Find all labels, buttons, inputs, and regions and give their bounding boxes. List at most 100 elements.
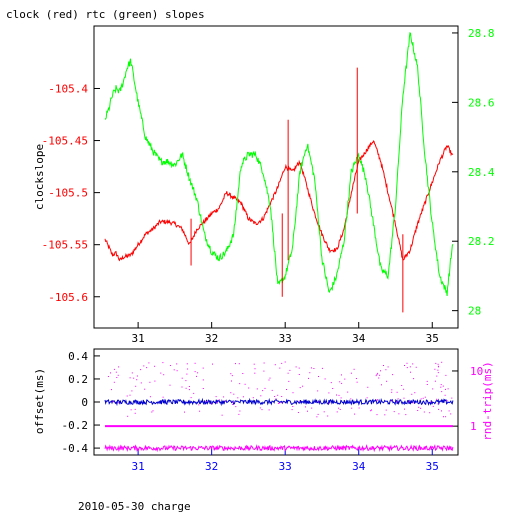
scatter-point	[196, 375, 197, 377]
scatter-point	[231, 380, 232, 382]
scatter-point	[437, 403, 439, 405]
scatter-point	[238, 413, 240, 415]
scatter-point	[426, 384, 428, 385]
scatter-point	[185, 380, 187, 382]
scatter-point	[230, 373, 232, 375]
points-rnd-trip-scattered	[107, 361, 453, 418]
scatter-point	[434, 380, 436, 382]
scatter-point	[232, 404, 234, 405]
scatter-point	[436, 375, 438, 377]
scatter-point	[112, 401, 114, 403]
scatter-point	[354, 413, 356, 415]
scatter-point	[404, 365, 405, 366]
scatter-point	[232, 401, 234, 403]
scatter-point	[414, 392, 416, 394]
scatter-point	[420, 407, 422, 409]
scatter-point	[144, 388, 146, 390]
scatter-point	[438, 408, 440, 410]
scatter-point	[426, 380, 428, 382]
scatter-point	[264, 387, 266, 389]
scatter-point	[307, 410, 308, 412]
scatter-point	[298, 367, 300, 369]
scatter-point	[292, 392, 294, 394]
scatter-point	[401, 385, 403, 386]
scatter-point	[253, 363, 255, 365]
scatter-point	[129, 377, 131, 379]
scatter-point	[441, 361, 443, 363]
top-left-tick-label: -105.6	[48, 291, 88, 304]
scatter-point	[385, 369, 387, 371]
scatter-point	[409, 366, 411, 368]
scatter-point	[384, 414, 386, 416]
scatter-point	[447, 388, 449, 390]
scatter-point	[279, 367, 281, 369]
scatter-point	[406, 362, 408, 364]
scatter-point	[446, 400, 448, 402]
scatter-point	[260, 395, 262, 397]
scatter-point	[162, 396, 164, 398]
scatter-point	[277, 394, 279, 396]
chart-title: clock (red) rtc (green) slopes	[6, 8, 205, 21]
scatter-point	[338, 394, 340, 396]
scatter-point	[424, 396, 426, 398]
bottom-left-tick-label: 0.4	[68, 350, 88, 363]
scatter-point	[340, 397, 342, 399]
scatter-point	[323, 411, 325, 413]
scatter-point	[133, 377, 135, 379]
scatter-point	[442, 385, 444, 387]
scatter-point	[438, 366, 439, 368]
scatter-point	[151, 411, 153, 413]
scatter-point	[186, 363, 188, 365]
bottom-x-tick-label: 31	[131, 460, 144, 473]
bottom-x-tick-label: 33	[279, 460, 292, 473]
scatter-point	[254, 368, 256, 370]
scatter-point	[268, 409, 270, 411]
scatter-point	[286, 389, 287, 390]
scatter-point	[341, 374, 342, 376]
bottom-left-tick-label: 0	[81, 396, 88, 409]
scatter-point	[256, 388, 258, 390]
band-line	[104, 444, 454, 453]
scatter-point	[411, 393, 413, 395]
scatter-point	[403, 388, 405, 390]
scatter-point	[140, 382, 142, 384]
scatter-point	[367, 386, 369, 388]
scatter-point	[274, 364, 276, 366]
scatter-point	[392, 374, 394, 376]
bottom-left-tick-label: 0.2	[68, 373, 88, 386]
scatter-point	[215, 396, 217, 398]
scatter-point	[239, 383, 241, 385]
scatter-point	[131, 390, 133, 392]
scatter-point	[115, 371, 117, 373]
scatter-point	[281, 396, 283, 397]
scatter-point	[308, 377, 309, 379]
scatter-point	[403, 397, 405, 399]
top-left-tick-label: -105.45	[42, 135, 88, 148]
scatter-point	[317, 413, 319, 415]
scatter-point	[327, 415, 329, 417]
scatter-point	[379, 374, 381, 376]
top-left-tick-label: -105.5	[48, 187, 88, 200]
points-rnd-trip-lower-band	[104, 444, 454, 453]
scatter-point	[309, 372, 311, 374]
scatter-point	[375, 375, 377, 377]
scatter-point	[261, 409, 263, 411]
scatter-point	[116, 377, 118, 378]
scatter-point	[445, 416, 447, 418]
scatter-point	[358, 407, 360, 409]
scatter-point	[356, 381, 358, 383]
scatter-point	[231, 375, 233, 377]
series-line-rtc	[104, 31, 454, 297]
scatter-point	[287, 372, 289, 374]
scatter-point	[305, 406, 306, 408]
scatter-point	[408, 401, 410, 403]
scatter-point	[412, 402, 414, 404]
scatter-point	[238, 363, 240, 365]
scatter-point	[432, 388, 434, 390]
scatter-point	[338, 407, 340, 409]
scatter-point	[185, 387, 187, 389]
scatter-point	[336, 411, 338, 413]
scatter-point	[110, 372, 111, 374]
scatter-point	[330, 382, 332, 384]
scatter-point	[259, 407, 261, 409]
